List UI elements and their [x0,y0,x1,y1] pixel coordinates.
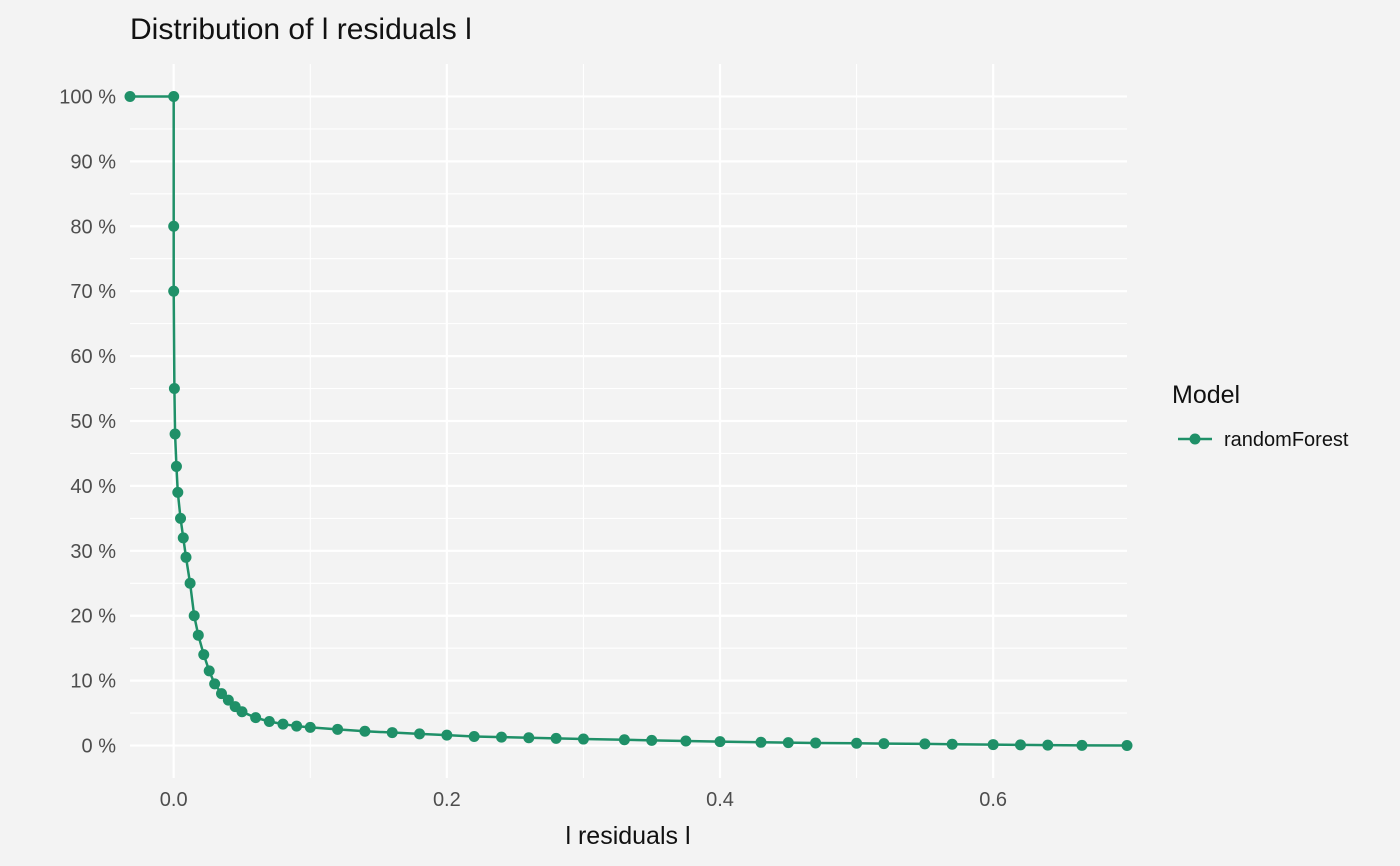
data-point [192,629,204,641]
data-point [250,712,262,724]
data-point [291,720,303,732]
data-point [209,678,221,690]
data-point [184,577,196,589]
data-point [495,731,507,743]
data-point [172,486,184,498]
y-tick-label: 60 % [70,346,116,368]
data-point [168,220,180,232]
data-point [304,721,316,733]
data-point [386,727,398,739]
data-point [277,718,289,730]
data-point [124,90,136,102]
legend: Model randomForest [1172,381,1349,451]
y-tick-label: 0 % [82,736,117,758]
data-point [1014,739,1026,751]
legend-title: Model [1172,381,1240,409]
data-point [680,735,692,747]
data-point [170,460,182,472]
y-tick-label: 80 % [70,216,116,238]
data-point [1042,739,1054,751]
data-point [946,738,958,750]
x-tick-label: 0.4 [706,789,734,811]
data-point [236,706,248,718]
x-axis-title: l residuals l [565,822,690,850]
y-tick-label: 20 % [70,606,116,628]
data-point [810,737,822,749]
series-layer [124,90,1133,752]
data-point [222,694,234,706]
x-tick-labels: 0.0 0.2 0.4 0.6 [160,789,1007,811]
data-point [1076,739,1088,751]
data-point [550,732,562,744]
x-tick-label: 0.2 [433,789,461,811]
data-point [618,734,630,746]
data-point [577,733,589,745]
data-point [359,725,371,737]
y-tick-label: 10 % [70,671,116,693]
chart-title: Distribution of l residuals l [130,13,472,46]
y-tick-label: 30 % [70,541,116,563]
data-point [203,665,215,677]
data-point [714,736,726,748]
series-line [130,95,1128,747]
data-point [175,512,187,524]
data-point [987,739,999,751]
legend-label-randomforest: randomForest [1224,429,1349,451]
data-point [168,285,180,297]
x-tick-label: 0.6 [979,789,1007,811]
data-point [168,383,180,395]
y-tick-labels: 0 % 10 % 20 % 30 % 40 % 50 % 60 % 70 % 80 % 90 % 1… [59,86,116,757]
legend-key-point [1189,433,1201,445]
y-tick-label: 90 % [70,151,116,173]
data-point [919,738,931,750]
y-tick-label: 70 % [70,281,116,303]
data-point [878,738,890,750]
data-point [332,723,344,735]
data-point [177,532,189,544]
data-point [216,688,228,700]
data-point [198,649,210,661]
data-point [646,734,658,746]
data-point [523,732,535,744]
y-tick-label: 40 % [70,476,116,498]
data-point [414,728,426,740]
y-tick-label: 50 % [70,411,116,433]
y-tick-label: 100 % [59,86,116,108]
data-point [168,90,180,102]
data-point [755,736,767,748]
data-point [782,737,794,749]
data-point [180,551,192,563]
data-point [188,610,200,622]
data-point [441,729,453,741]
data-point [851,737,863,749]
data-point [1121,740,1133,752]
data-point [263,716,275,728]
data-point [468,730,480,742]
data-point [169,428,181,440]
x-tick-label: 0.0 [160,789,188,811]
